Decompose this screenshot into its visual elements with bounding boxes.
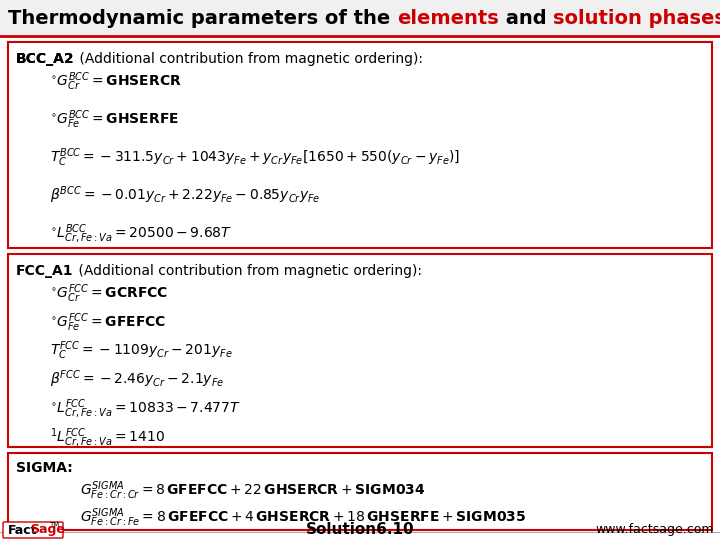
Text: SIGMA:: SIGMA: (16, 461, 73, 475)
Bar (0, 0, 720, 35)
Text: $^{\circ}G_{Fe}^{FCC} = \mathbf{GFEFCC}$: $^{\circ}G_{Fe}^{FCC} = \mathbf{GFEFCC}$ (50, 311, 166, 334)
Text: $G_{Fe:Cr:Fe}^{SIGMA} = 8\,\mathbf{GFEFCC} + 4\,\mathbf{GHSERCR} + 18\,\mathbf{G: $G_{Fe:Cr:Fe}^{SIGMA} = 8\,\mathbf{GFEFC… (80, 507, 526, 529)
Text: $^{\circ}G_{Fe}^{BCC} = \mathbf{GHSERFE}$: $^{\circ}G_{Fe}^{BCC} = \mathbf{GHSERFE}… (50, 108, 179, 131)
Text: $T_{C}^{BCC} = -311.5y_{Cr} + 1043y_{Fe} + y_{Cr}y_{Fe}\left[1650 + 550\left(y_{: $T_{C}^{BCC} = -311.5y_{Cr} + 1043y_{Fe}… (50, 146, 460, 169)
Text: $T_{C}^{FCC} = -1109y_{Cr} - 201y_{Fe}$: $T_{C}^{FCC} = -1109y_{Cr} - 201y_{Fe}$ (50, 340, 233, 362)
Text: Thermodynamic parameters of the: Thermodynamic parameters of the (8, 9, 397, 28)
Text: $^{\circ}L_{Cr,Fe:Va}^{BCC} = 20500 - 9.68T$: $^{\circ}L_{Cr,Fe:Va}^{BCC} = 20500 - 9.… (50, 223, 232, 246)
Text: (Additional contribution from magnetic ordering):: (Additional contribution from magnetic o… (75, 52, 423, 66)
Bar (8, 42, 712, 248)
Text: BCC_A2: BCC_A2 (16, 52, 75, 66)
Text: $^{1}L_{Cr,Fe:Va}^{FCC} = 1410$: $^{1}L_{Cr,Fe:Va}^{FCC} = 1410$ (50, 427, 165, 450)
Text: $\beta^{FCC} = -2.46y_{Cr} - 2.1y_{Fe}$: $\beta^{FCC} = -2.46y_{Cr} - 2.1y_{Fe}$ (50, 369, 225, 390)
Bar (8, 453, 712, 530)
Text: FCC_A1: FCC_A1 (16, 264, 73, 278)
Text: $\beta^{BCC} = -0.01y_{Cr} + 2.22y_{Fe} - 0.85y_{Cr}y_{Fe}$: $\beta^{BCC} = -0.01y_{Cr} + 2.22y_{Fe} … (50, 185, 320, 206)
Text: $^{\circ}G_{Cr}^{BCC} = \mathbf{GHSERCR}$: $^{\circ}G_{Cr}^{BCC} = \mathbf{GHSERCR}… (50, 70, 181, 92)
Text: $^{\circ}G_{Cr}^{FCC} = \mathbf{GCRFCC}$: $^{\circ}G_{Cr}^{FCC} = \mathbf{GCRFCC}$ (50, 282, 168, 305)
Text: and: and (499, 9, 553, 28)
Text: $G_{Fe:Cr:Cr}^{SIGMA} = 8\,\mathbf{GFEFCC} + 22\,\mathbf{GHSERCR} + \mathbf{SIGM: $G_{Fe:Cr:Cr}^{SIGMA} = 8\,\mathbf{GFEFC… (80, 479, 426, 502)
Bar (8, 254, 712, 447)
Text: (Additional contribution from magnetic ordering):: (Additional contribution from magnetic o… (73, 264, 421, 278)
Text: solution phases: solution phases (553, 9, 720, 28)
Text: elements: elements (397, 9, 499, 28)
Text: Sage: Sage (30, 523, 65, 537)
Text: BCC_A2: BCC_A2 (16, 52, 75, 66)
Text: TM: TM (49, 522, 59, 528)
Text: Fact: Fact (8, 523, 37, 537)
Text: Solution6.10: Solution6.10 (306, 523, 414, 537)
Text: $^{\circ}L_{Cr,Fe:Va}^{FCC} = 10833 - 7.477T$: $^{\circ}L_{Cr,Fe:Va}^{FCC} = 10833 - 7.… (50, 397, 240, 421)
Text: www.factsage.com: www.factsage.com (595, 523, 714, 537)
FancyBboxPatch shape (3, 522, 63, 538)
